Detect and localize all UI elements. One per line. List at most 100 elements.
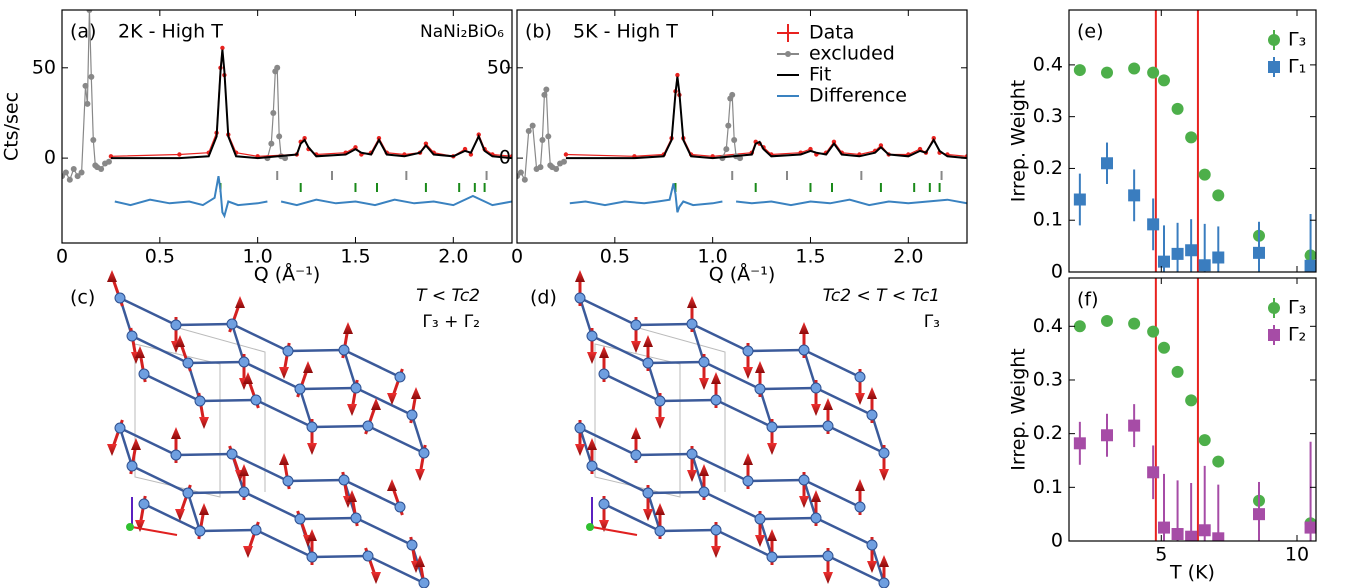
- data-point: [88, 73, 95, 80]
- spin-head: [411, 387, 421, 399]
- x-axis-label: Q (Å⁻¹): [709, 263, 775, 286]
- bond: [758, 518, 774, 558]
- data-point: [1158, 341, 1170, 354]
- spin-head: [415, 555, 425, 567]
- bond: [298, 388, 314, 428]
- series-line: [110, 49, 512, 160]
- spin-head: [823, 572, 833, 584]
- y-tick-label: 0.2: [1033, 157, 1063, 179]
- data-point: [1171, 365, 1184, 378]
- series-line: [110, 47, 512, 157]
- atom: [406, 539, 418, 551]
- bond: [231, 322, 289, 353]
- data-point: [1185, 394, 1198, 407]
- atom: [418, 447, 430, 459]
- atom: [126, 330, 138, 342]
- bond: [815, 386, 873, 417]
- axis-arrow: [591, 526, 638, 536]
- axis-arrow: [131, 526, 178, 536]
- y-axis-label: Irrep. Weight: [1008, 80, 1030, 203]
- data-point: [1128, 62, 1141, 75]
- x-tick-label: 1.5: [795, 246, 825, 268]
- bond: [870, 414, 886, 454]
- bond: [591, 464, 649, 495]
- atom: [418, 577, 430, 588]
- spin-head: [631, 427, 641, 439]
- data-point: [1304, 259, 1316, 272]
- x-tick-label: 2.0: [438, 246, 468, 268]
- data-point: [98, 165, 105, 172]
- x-axis-label: Q (Å⁻¹): [254, 263, 320, 286]
- atom: [878, 577, 890, 588]
- data-point: [1147, 218, 1160, 231]
- spin-head: [575, 444, 585, 456]
- atom: [754, 513, 766, 525]
- data-point: [1253, 508, 1265, 521]
- bond: [691, 322, 749, 353]
- spin-head: [235, 296, 245, 308]
- data-point: [462, 146, 468, 152]
- bond: [119, 296, 177, 327]
- plot-frame: [1068, 277, 1317, 542]
- bond: [635, 322, 693, 327]
- bond: [230, 323, 246, 363]
- bond: [747, 478, 805, 483]
- spin-head: [799, 496, 809, 508]
- legend-label: Data: [809, 22, 854, 44]
- bond: [691, 452, 749, 483]
- bond: [299, 386, 357, 391]
- spin-head: [711, 546, 721, 558]
- y-tick-label: 50: [487, 56, 511, 78]
- atom: [226, 448, 238, 460]
- data-point: [731, 137, 738, 144]
- legend-label: Difference: [809, 85, 907, 107]
- data-point: [1158, 521, 1170, 534]
- data-point: [1171, 528, 1184, 541]
- data-point: [917, 146, 923, 152]
- atom: [642, 357, 654, 369]
- data-point: [423, 141, 429, 146]
- atom: [754, 383, 766, 395]
- atom: [574, 292, 586, 304]
- spin-head: [823, 398, 833, 410]
- data-point: [1101, 429, 1113, 442]
- data-point: [1198, 524, 1211, 537]
- data-point: [1212, 455, 1225, 468]
- spin-head: [643, 335, 653, 347]
- atom: [362, 550, 374, 562]
- bond: [759, 386, 817, 391]
- bond: [143, 372, 201, 403]
- data-point: [1128, 419, 1141, 432]
- data-point: [1128, 189, 1141, 202]
- spin-head: [855, 479, 865, 491]
- atom: [766, 551, 778, 563]
- data-point: [86, 10, 93, 13]
- bond: [635, 452, 693, 457]
- data-point: [1198, 259, 1211, 272]
- data-point: [90, 137, 97, 144]
- bond: [715, 398, 773, 429]
- data-point: [105, 158, 112, 165]
- spin-head: [371, 572, 381, 584]
- atom: [238, 486, 250, 498]
- x-tick-label: 1.0: [243, 246, 273, 268]
- spin-head: [387, 393, 397, 405]
- atom: [598, 498, 610, 510]
- panel-label: (f): [1077, 289, 1099, 311]
- bond: [827, 424, 885, 455]
- legend-symbol: [1268, 302, 1280, 314]
- spin-head: [811, 404, 821, 416]
- unit-cell: [594, 326, 726, 498]
- data-point: [1158, 255, 1170, 268]
- atom: [698, 486, 710, 498]
- atom: [282, 475, 294, 487]
- bond: [591, 334, 649, 365]
- spin-head: [307, 529, 317, 541]
- legend-symbol: [785, 51, 791, 57]
- bond: [578, 297, 594, 337]
- spin-head: [243, 372, 253, 384]
- data-point: [70, 165, 77, 172]
- data-point: [563, 152, 569, 157]
- bond: [186, 492, 202, 532]
- y-tick-label: 0: [499, 147, 511, 169]
